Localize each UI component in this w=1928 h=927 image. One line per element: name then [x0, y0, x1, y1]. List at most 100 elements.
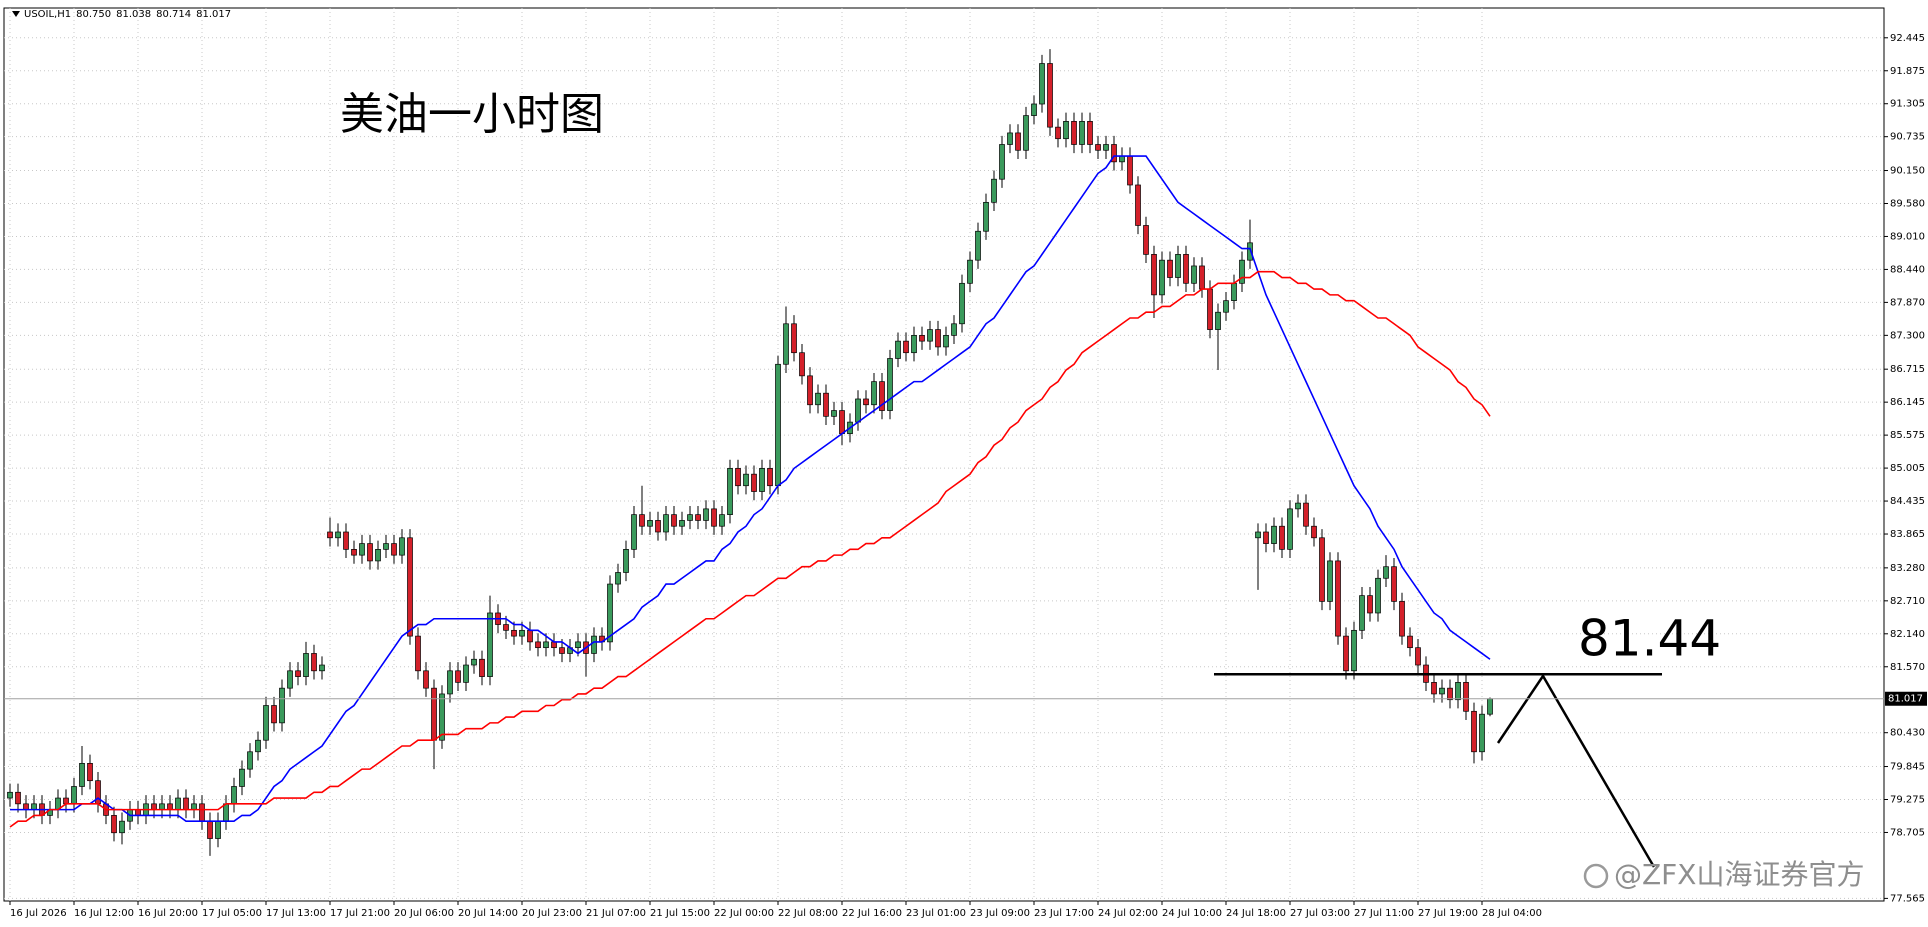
candle-body	[111, 815, 117, 834]
candle-body	[215, 820, 221, 839]
candle-body	[799, 352, 805, 377]
candle-body	[1151, 254, 1157, 296]
y-tick-label: 89.580	[1890, 198, 1925, 209]
candle-body	[1071, 121, 1077, 145]
candle-body	[927, 329, 933, 342]
watermark-text: @ZFX山海证券官方	[1614, 858, 1864, 891]
candle-body	[231, 786, 237, 805]
y-tick-label: 82.140	[1890, 629, 1925, 640]
candle-body	[335, 531, 341, 539]
x-tick-label: 23 Jul 17:00	[1034, 908, 1094, 919]
candle-body	[279, 687, 285, 724]
candle-body	[711, 508, 717, 527]
candle-body	[87, 762, 93, 782]
candle-body	[527, 629, 533, 643]
x-tick-label: 22 Jul 08:00	[778, 908, 838, 919]
y-tick-label: 87.300	[1890, 330, 1925, 341]
candle-body	[1447, 687, 1453, 701]
x-tick-label: 17 Jul 05:00	[202, 908, 262, 919]
candle-body	[743, 473, 749, 487]
candle-body	[167, 803, 173, 810]
candle-body	[511, 629, 517, 637]
candle-body	[919, 335, 925, 342]
candle-body	[327, 531, 333, 539]
candle-body	[935, 329, 941, 348]
candle-body	[1335, 560, 1341, 637]
candle-body	[1367, 595, 1373, 614]
candles	[7, 49, 1493, 856]
x-tick-label: 24 Jul 10:00	[1162, 908, 1222, 919]
candle-body	[863, 398, 869, 406]
y-tick-label: 83.865	[1890, 529, 1925, 540]
x-tick-label: 16 Jul 12:00	[74, 908, 134, 919]
candle-body	[1135, 184, 1141, 226]
candle-body	[1439, 687, 1445, 695]
x-tick-label: 16 Jul 20:00	[138, 908, 198, 919]
candle-body	[839, 410, 845, 435]
candle-body	[911, 335, 917, 354]
candle-body	[1327, 560, 1333, 602]
x-tick-label: 27 Jul 19:00	[1418, 908, 1478, 919]
candle-body	[431, 687, 437, 741]
y-tick-label: 79.845	[1890, 762, 1925, 773]
x-tick-label: 23 Jul 01:00	[906, 908, 966, 919]
candle-body	[631, 514, 637, 550]
last-price-label: 81.017	[1888, 694, 1923, 705]
moving-average	[9, 270, 1491, 828]
candle-body	[855, 398, 861, 423]
candle-body	[767, 468, 773, 487]
x-tick-label: 22 Jul 16:00	[842, 908, 902, 919]
candle-body	[575, 641, 581, 649]
candle-body	[1127, 155, 1133, 186]
candle-body	[943, 335, 949, 348]
y-tick-label: 79.275	[1890, 794, 1925, 805]
candle-body	[679, 520, 685, 527]
candle-body	[751, 473, 757, 492]
header-open: 80.750	[76, 9, 112, 20]
candle-body	[367, 543, 373, 562]
candle-body	[263, 705, 269, 741]
y-tick-label: 91.875	[1890, 66, 1925, 77]
plot-frame	[3, 7, 1885, 902]
candle-body	[79, 762, 85, 787]
candle-body	[1167, 259, 1173, 278]
x-tick-label: 16 Jul 2026	[10, 908, 67, 919]
x-tick-label: 23 Jul 09:00	[970, 908, 1030, 919]
y-tick-label: 80.430	[1890, 728, 1925, 739]
candle-body	[439, 693, 445, 741]
candle-body	[1319, 537, 1325, 602]
watermark: @ZFX山海证券官方	[1583, 858, 1864, 891]
candle-body	[791, 323, 797, 354]
candle-body	[375, 549, 381, 562]
y-tick-label: 85.005	[1890, 463, 1925, 474]
candle-body	[887, 358, 893, 411]
candle-body	[1287, 508, 1293, 550]
y-tick-label: 88.440	[1890, 264, 1925, 275]
candle-body	[1015, 132, 1021, 151]
candle-body	[823, 392, 829, 417]
candle-body	[815, 392, 821, 406]
candle-body	[1159, 259, 1165, 296]
x-tick-label: 17 Jul 13:00	[266, 908, 326, 919]
header-low: 80.714	[156, 9, 192, 20]
y-tick-label: 77.565	[1890, 893, 1925, 904]
candle-body	[23, 803, 29, 810]
projection-arrow	[1496, 673, 1656, 868]
candle-body	[663, 514, 669, 533]
y-tick-label: 90.735	[1890, 132, 1925, 143]
candle-body	[1007, 132, 1013, 145]
candle-body	[423, 670, 429, 689]
candle-body	[519, 629, 525, 637]
candle-body	[455, 670, 461, 683]
candle-body	[1399, 601, 1405, 637]
candle-body	[975, 230, 981, 261]
candle-body	[15, 791, 21, 805]
y-tick-label: 81.570	[1890, 662, 1925, 673]
candle-body	[951, 323, 957, 336]
candle-body	[1183, 254, 1189, 284]
grid	[4, 8, 1884, 901]
candle-body	[1487, 698, 1493, 715]
candle-body	[1431, 682, 1437, 695]
